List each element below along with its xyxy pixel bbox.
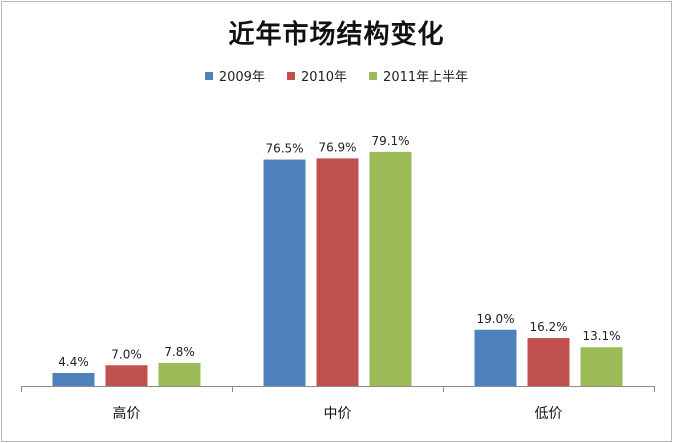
legend-label-2010: 2010年: [300, 70, 348, 85]
bar-中价-1: [316, 158, 359, 386]
legend-swatch-2010: [286, 71, 295, 80]
chart-legend: 2009年 2010年 2011年上半年: [2, 66, 671, 85]
bar-低价-1: [527, 338, 570, 386]
bar-高价-2: [158, 362, 201, 386]
data-label: 4.4%: [58, 355, 89, 369]
data-label: 16.2%: [529, 320, 567, 334]
bar-低价-2: [580, 347, 623, 386]
data-label: 7.0%: [111, 347, 142, 361]
data-label: 76.9%: [318, 140, 356, 154]
x-tick-label: 低价: [535, 406, 563, 422]
data-label: 7.8%: [164, 345, 195, 359]
chart-title: 近年市场结构变化: [228, 20, 445, 50]
bar-低价-0: [474, 329, 517, 386]
bar-高价-1: [105, 365, 148, 386]
legend-label-2009: 2009年: [218, 70, 265, 85]
legend-swatch-2009: [204, 71, 213, 80]
x-tick-label: 中价: [324, 406, 352, 422]
x-tick-label: 高价: [113, 405, 141, 422]
bar-高价-0: [52, 372, 95, 386]
bar-中价-2: [369, 151, 412, 386]
legend-item-2010: 2010年: [286, 66, 348, 85]
legend-swatch-2011h1: [369, 71, 378, 80]
data-label: 76.5%: [265, 142, 303, 156]
legend-item-2011h1: 2011年上半年: [369, 66, 468, 85]
data-label: 13.1%: [582, 329, 620, 343]
legend-label-2011h1: 2011年上半年: [383, 70, 469, 85]
data-label: 79.1%: [371, 134, 409, 148]
data-label: 19.0%: [476, 312, 514, 326]
legend-item-2009: 2009年: [204, 66, 265, 85]
bar-中价-0: [263, 159, 306, 386]
